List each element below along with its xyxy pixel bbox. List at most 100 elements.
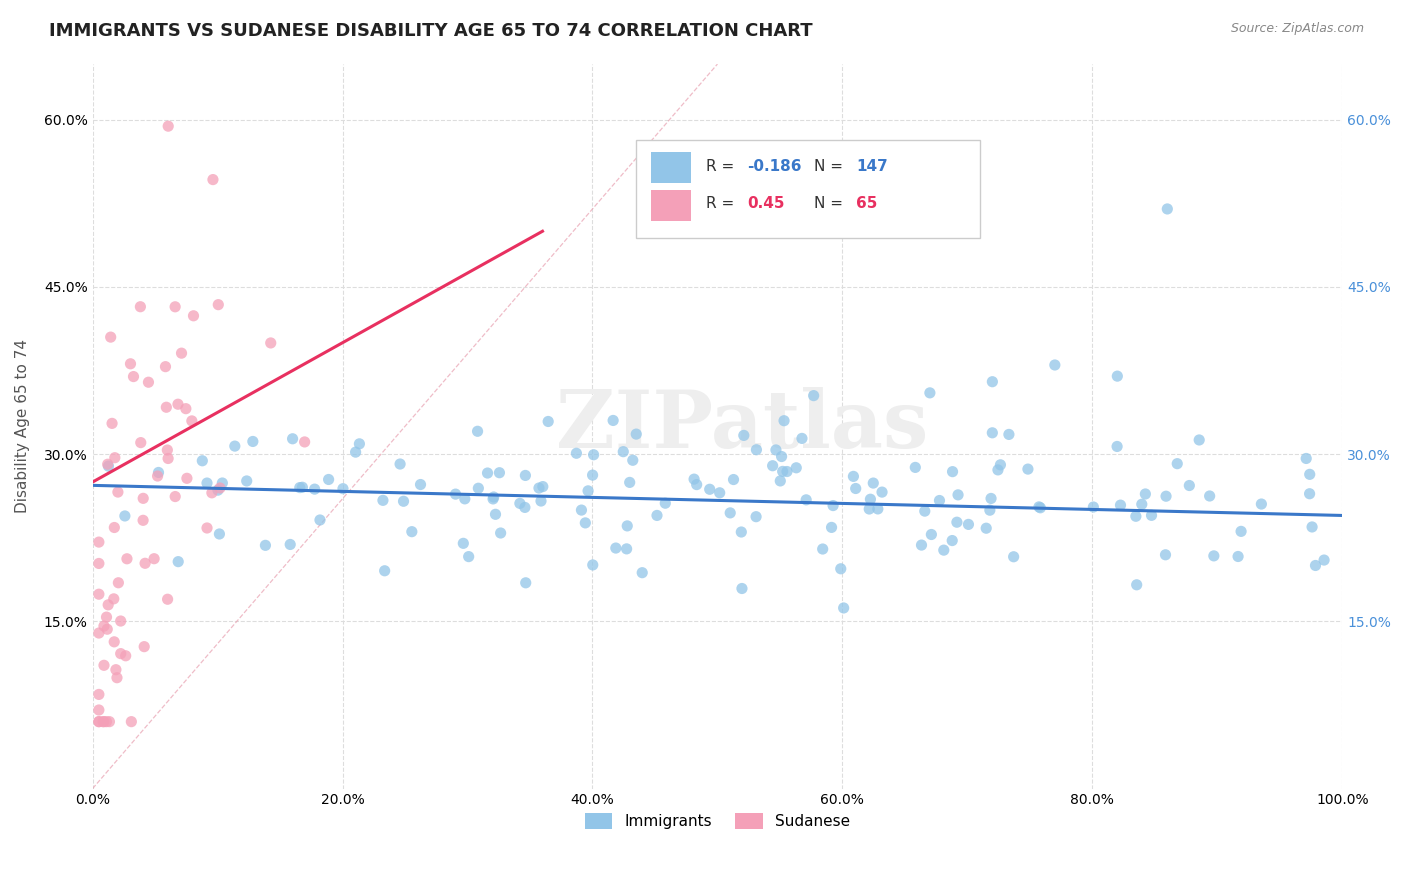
Point: [482, 490, 505, 504]
Point: [862, 476, 884, 491]
Point: [1130, 497, 1153, 511]
Text: N =: N =: [814, 159, 848, 174]
Text: Source: ZipAtlas.com: Source: ZipAtlas.com: [1230, 22, 1364, 36]
Point: [731, 582, 754, 596]
Text: 147: 147: [856, 159, 889, 174]
Y-axis label: Disability Age 65 to 74: Disability Age 65 to 74: [15, 339, 30, 513]
Point: [957, 517, 980, 532]
Point: [981, 425, 1004, 440]
Point: [513, 500, 536, 515]
Point: [97, 598, 120, 612]
Point: [654, 496, 676, 510]
Point: [195, 521, 218, 535]
Point: [1313, 553, 1336, 567]
Point: [87, 703, 110, 717]
Point: [477, 466, 499, 480]
Point: [167, 555, 190, 569]
Point: [683, 472, 706, 486]
Point: [776, 465, 799, 479]
Point: [134, 640, 156, 654]
Text: 0.45: 0.45: [748, 196, 785, 211]
Point: [574, 516, 596, 530]
Point: [114, 648, 136, 663]
Text: N =: N =: [814, 196, 848, 211]
Point: [1299, 467, 1322, 482]
Point: [794, 492, 817, 507]
Point: [582, 558, 605, 572]
Point: [723, 473, 745, 487]
Point: [103, 635, 125, 649]
Point: [1083, 500, 1105, 514]
Point: [531, 480, 554, 494]
Point: [745, 509, 768, 524]
Point: [482, 491, 505, 506]
Point: [167, 397, 190, 411]
Point: [371, 493, 394, 508]
Point: [224, 439, 246, 453]
Point: [941, 533, 963, 548]
Point: [156, 443, 179, 458]
Point: [845, 482, 868, 496]
Point: [122, 369, 145, 384]
Point: [457, 549, 479, 564]
Point: [571, 503, 593, 517]
Point: [207, 483, 229, 498]
Point: [309, 513, 332, 527]
Point: [104, 663, 127, 677]
Point: [97, 459, 120, 474]
Point: [195, 476, 218, 491]
Point: [103, 591, 125, 606]
Point: [998, 427, 1021, 442]
Point: [467, 481, 489, 495]
Point: [101, 417, 124, 431]
Point: [769, 474, 792, 488]
Point: [260, 335, 283, 350]
Point: [918, 385, 941, 400]
Point: [96, 714, 118, 729]
Point: [304, 482, 326, 496]
Point: [820, 520, 842, 534]
Point: [685, 477, 707, 491]
Point: [981, 375, 1004, 389]
Point: [709, 485, 731, 500]
Point: [974, 521, 997, 535]
Point: [928, 493, 950, 508]
Point: [110, 614, 132, 628]
Point: [1156, 202, 1178, 216]
Point: [97, 457, 120, 471]
Point: [235, 474, 257, 488]
Point: [773, 414, 796, 428]
Point: [803, 389, 825, 403]
Point: [170, 346, 193, 360]
Point: [772, 464, 794, 478]
Point: [1305, 558, 1327, 573]
FancyBboxPatch shape: [651, 190, 692, 220]
Point: [87, 626, 110, 640]
Point: [453, 536, 475, 550]
Point: [155, 359, 177, 374]
Point: [207, 298, 229, 312]
Point: [98, 714, 121, 729]
Point: [1154, 548, 1177, 562]
Point: [1043, 358, 1066, 372]
Point: [612, 444, 634, 458]
Point: [1154, 489, 1177, 503]
Point: [294, 434, 316, 449]
Point: [1109, 498, 1132, 512]
Point: [87, 688, 110, 702]
Point: [104, 450, 127, 465]
Point: [830, 562, 852, 576]
Point: [392, 494, 415, 508]
Point: [278, 537, 301, 551]
Point: [770, 450, 793, 464]
Point: [1125, 578, 1147, 592]
Point: [733, 428, 755, 442]
Point: [1002, 549, 1025, 564]
Point: [823, 499, 845, 513]
Point: [859, 492, 882, 507]
Point: [444, 487, 467, 501]
Text: -0.186: -0.186: [748, 159, 801, 174]
Point: [349, 437, 371, 451]
FancyBboxPatch shape: [651, 153, 692, 183]
Point: [115, 551, 138, 566]
